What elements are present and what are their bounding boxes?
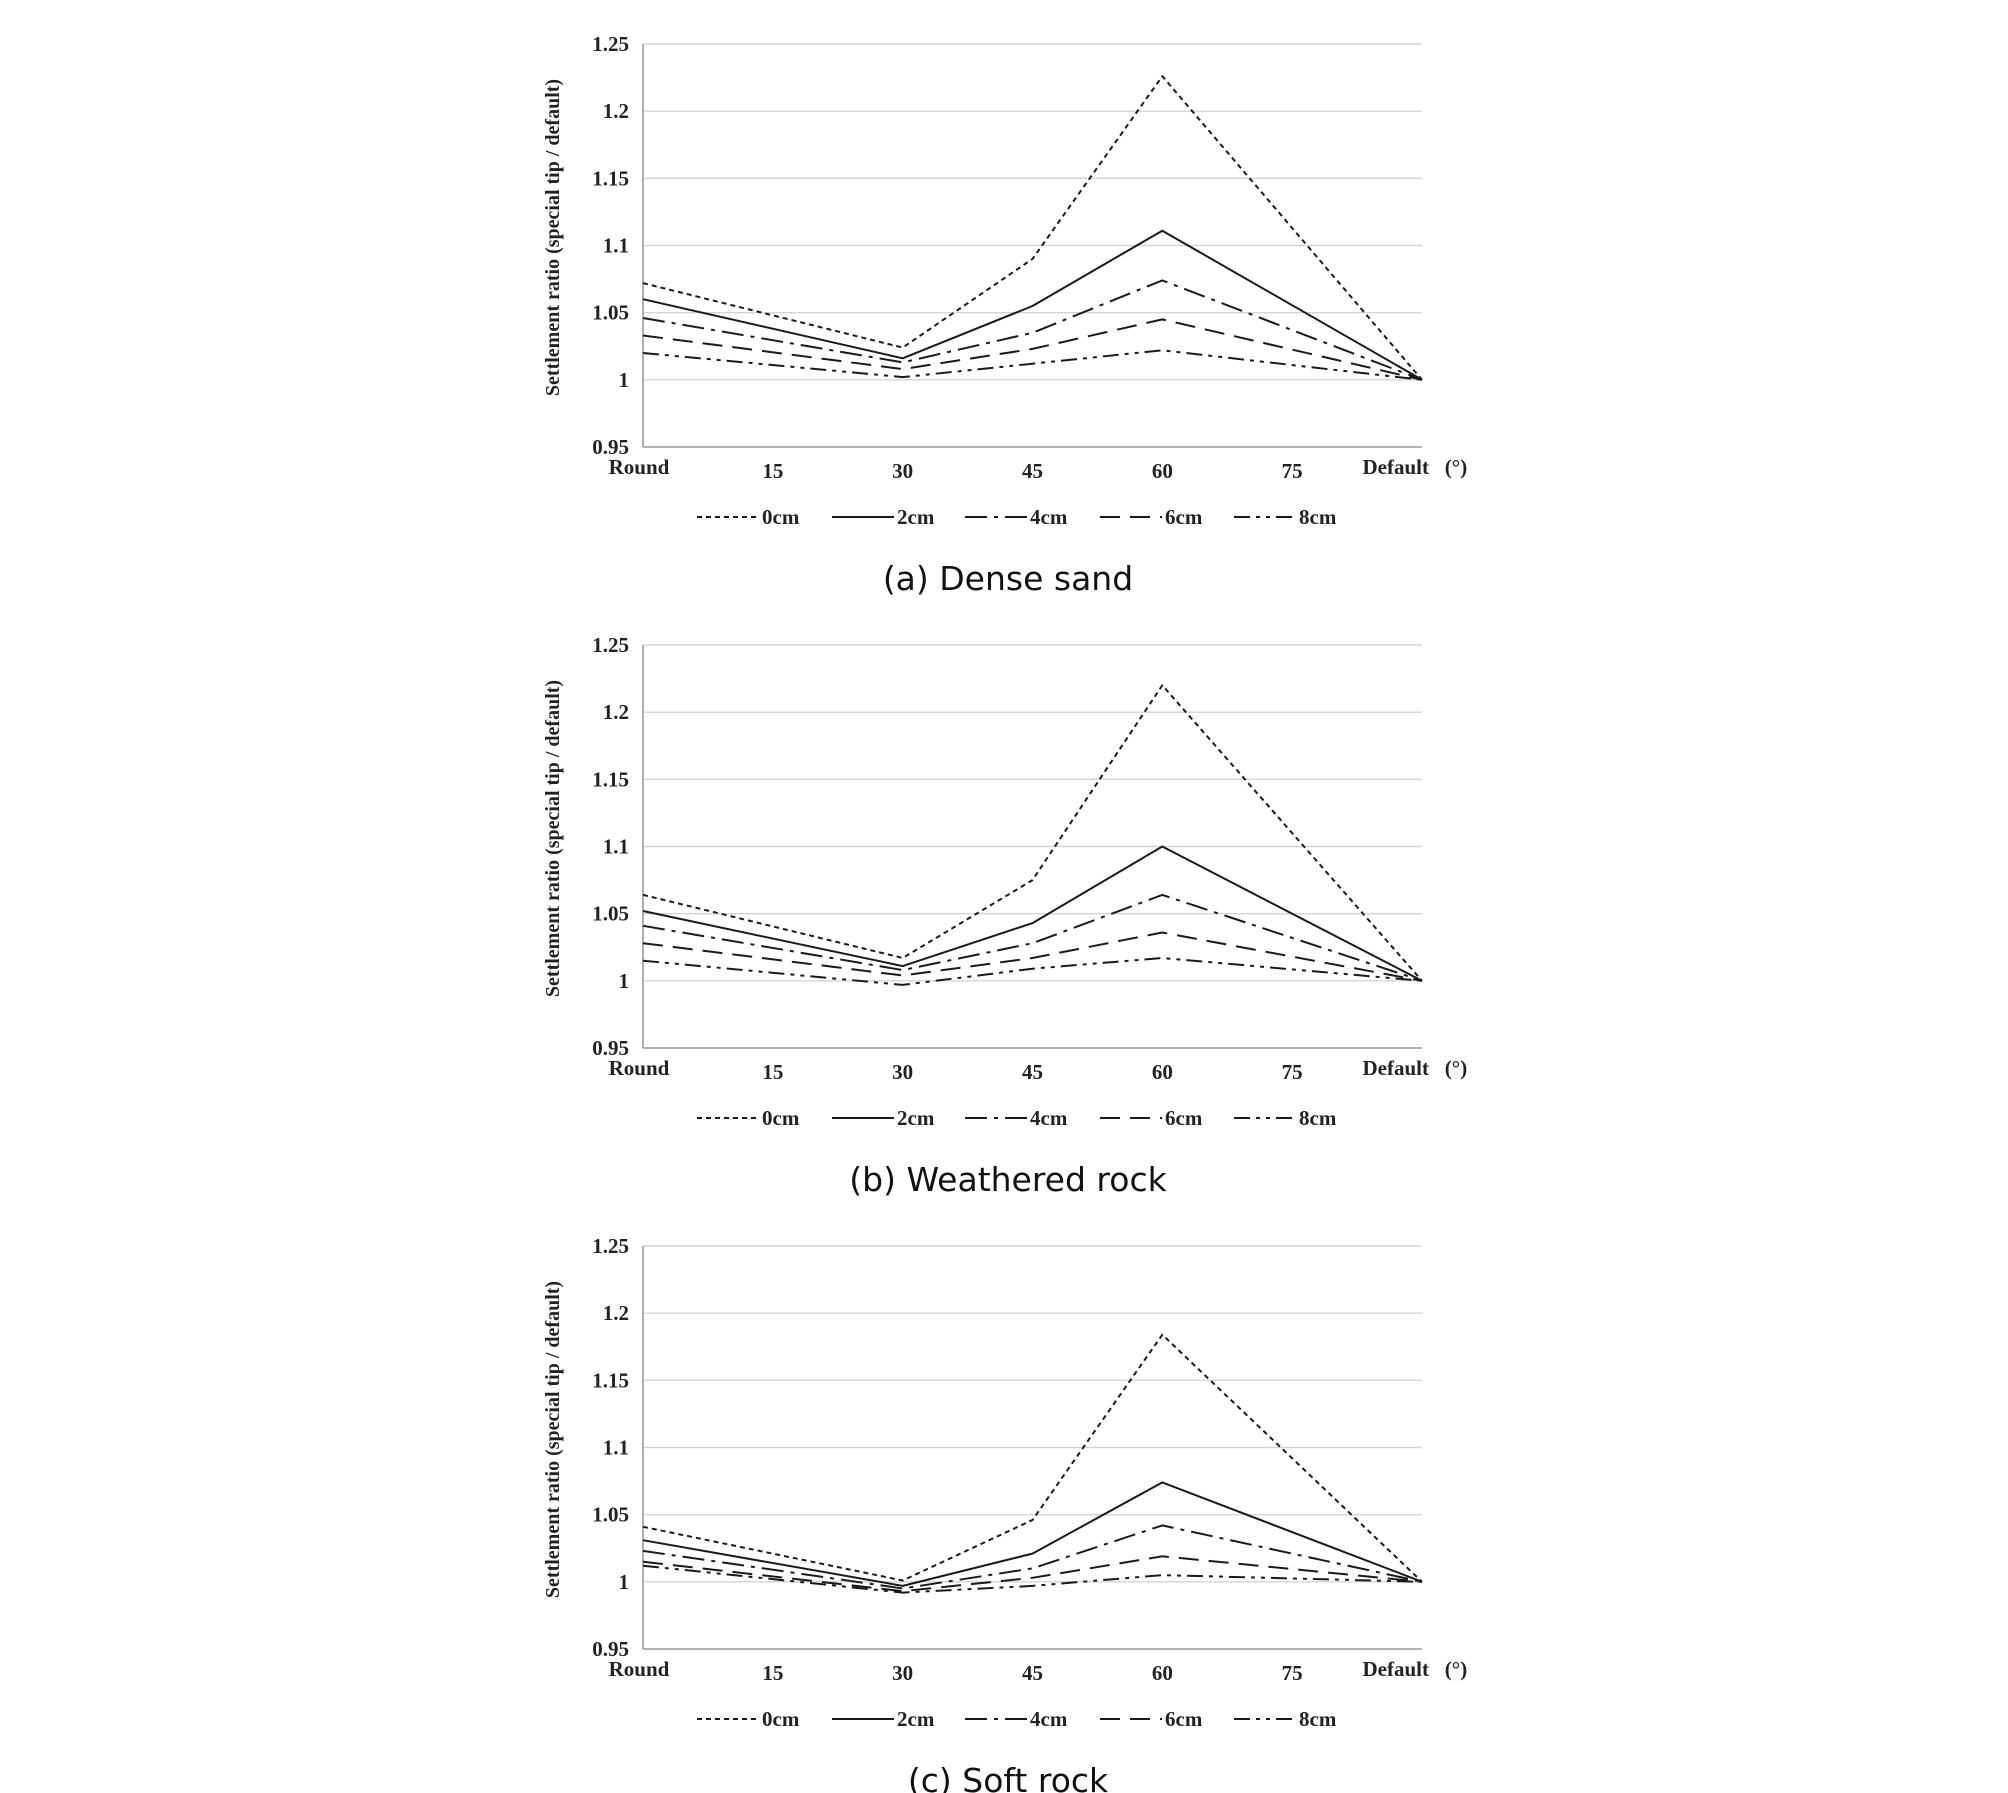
x-tick-label: Default xyxy=(1363,455,1430,479)
series-line-8cm xyxy=(642,957,1423,986)
y-tick-label: 1.1 xyxy=(603,835,629,859)
panel-caption: (c) Soft rock xyxy=(908,1761,1109,1793)
series-line-0cm xyxy=(642,684,1423,982)
x-tick-label: 75 xyxy=(1282,459,1303,483)
series-line-8cm xyxy=(642,349,1423,381)
series-line-2cm xyxy=(642,845,1423,982)
y-tick-label: 0.95 xyxy=(592,1637,629,1661)
x-tick-label: 15 xyxy=(762,1060,783,1084)
y-tick-label: 0.95 xyxy=(592,1036,629,1060)
legend-label-6cm: 6cm xyxy=(1165,1106,1203,1130)
series-line-0cm xyxy=(642,1333,1423,1583)
y-tick-label: 1.05 xyxy=(592,1503,629,1527)
y-tick-label: 1.15 xyxy=(592,1368,629,1392)
y-tick-label: 1.25 xyxy=(592,1234,629,1258)
y-tick-label: 1.15 xyxy=(592,767,629,791)
y-tick-label: 0.95 xyxy=(592,435,629,459)
chart-panel-0: 0.95 1 1.05 1.1 1.15 1.2 1.25 Round 15 30 45 60 75 De… xyxy=(542,32,1467,598)
x-unit-label: (°) xyxy=(1445,1657,1467,1681)
y-tick-label: 1 xyxy=(619,368,630,392)
legend-label-0cm: 0cm xyxy=(762,1106,800,1130)
y-axis-title: Settlement ratio (special tip / default) xyxy=(542,79,564,396)
chart-panel-2: 0.95 1 1.05 1.1 1.15 1.2 1.25 Round 15 30 45 60 75 De… xyxy=(542,1234,1467,1793)
x-tick-label: 45 xyxy=(1022,1661,1043,1685)
x-tick-label: 15 xyxy=(762,1661,783,1685)
y-tick-label: 1.1 xyxy=(603,234,629,258)
x-unit-label: (°) xyxy=(1445,455,1467,479)
y-tick-label: 1.05 xyxy=(592,902,629,926)
x-tick-label: Round xyxy=(609,1056,670,1080)
x-tick-label: Default xyxy=(1363,1056,1430,1080)
y-tick-label: 1.25 xyxy=(592,32,629,56)
legend-label-4cm: 4cm xyxy=(1030,1106,1068,1130)
y-tick-label: 1.15 xyxy=(592,166,629,190)
x-tick-label: Round xyxy=(609,455,670,479)
series-line-4cm xyxy=(642,893,1423,982)
x-tick-label: 60 xyxy=(1152,459,1173,483)
legend-label-8cm: 8cm xyxy=(1299,505,1337,529)
x-tick-label: 60 xyxy=(1152,1060,1173,1084)
legend-label-8cm: 8cm xyxy=(1299,1106,1337,1130)
x-tick-label: Round xyxy=(609,1657,670,1681)
y-tick-label: 1.1 xyxy=(603,1436,629,1460)
series-line-4cm xyxy=(642,1524,1423,1590)
legend-label-4cm: 4cm xyxy=(1030,1707,1068,1731)
legend-label-6cm: 6cm xyxy=(1165,505,1203,529)
y-axis-title: Settlement ratio (special tip / default) xyxy=(542,1281,564,1598)
y-tick-label: 1.2 xyxy=(603,700,629,724)
legend-label-8cm: 8cm xyxy=(1299,1707,1337,1731)
series-line-6cm xyxy=(642,931,1423,982)
legend-label-0cm: 0cm xyxy=(762,1707,800,1731)
y-tick-label: 1.25 xyxy=(592,633,629,657)
panel-caption: (a) Dense sand xyxy=(883,559,1133,598)
series-line-0cm xyxy=(642,75,1423,381)
series-line-8cm xyxy=(642,1564,1423,1594)
legend-label-6cm: 6cm xyxy=(1165,1707,1203,1731)
y-tick-label: 1.05 xyxy=(592,301,629,325)
x-tick-label: 45 xyxy=(1022,459,1043,483)
x-unit-label: (°) xyxy=(1445,1056,1467,1080)
y-tick-label: 1.2 xyxy=(603,1301,629,1325)
series-line-2cm xyxy=(642,1481,1423,1587)
y-tick-label: 1.2 xyxy=(603,99,629,123)
x-tick-label: 30 xyxy=(892,459,913,483)
y-tick-label: 1 xyxy=(619,969,630,993)
legend-label-2cm: 2cm xyxy=(897,505,935,529)
x-tick-label: 75 xyxy=(1282,1661,1303,1685)
series-line-6cm xyxy=(642,318,1423,381)
x-tick-label: 45 xyxy=(1022,1060,1043,1084)
legend-label-0cm: 0cm xyxy=(762,505,800,529)
series-line-6cm xyxy=(642,1555,1423,1593)
x-tick-label: 75 xyxy=(1282,1060,1303,1084)
x-tick-label: 15 xyxy=(762,459,783,483)
panel-caption: (b) Weathered rock xyxy=(849,1160,1167,1199)
legend-label-2cm: 2cm xyxy=(897,1707,935,1731)
x-tick-label: 30 xyxy=(892,1661,913,1685)
x-tick-label: 30 xyxy=(892,1060,913,1084)
x-tick-label: Default xyxy=(1363,1657,1430,1681)
legend-label-2cm: 2cm xyxy=(897,1106,935,1130)
legend-label-4cm: 4cm xyxy=(1030,505,1068,529)
series-line-2cm xyxy=(642,229,1423,381)
x-tick-label: 60 xyxy=(1152,1661,1173,1685)
chart-panel-1: 0.95 1 1.05 1.1 1.15 1.2 1.25 Round 15 30 45 60 75 De… xyxy=(542,633,1467,1199)
series-line-4cm xyxy=(642,279,1423,381)
y-axis-title: Settlement ratio (special tip / default) xyxy=(542,680,564,997)
y-tick-label: 1 xyxy=(619,1570,630,1594)
